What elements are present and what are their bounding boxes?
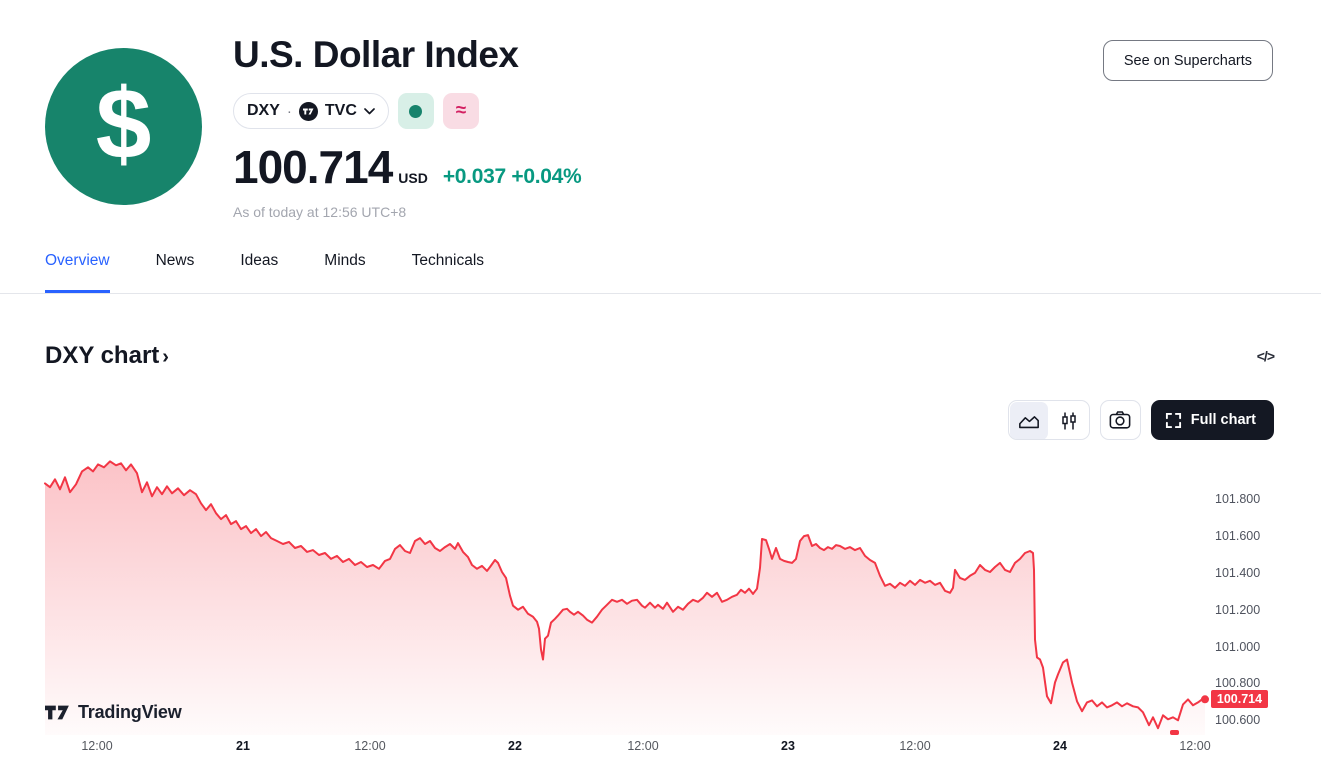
approx-values-badge[interactable]: ≈	[442, 93, 479, 129]
tradingview-mini-logo-icon	[298, 101, 318, 121]
tab-news[interactable]: News	[155, 252, 195, 269]
as-of-timestamp: As of today at 12:56 UTC+8	[233, 204, 407, 220]
separator-dot: ·	[286, 102, 292, 120]
x-axis-label: 12:00	[354, 739, 386, 753]
currency-label: USD	[398, 170, 428, 186]
chevron-right-icon: ›	[162, 345, 169, 368]
y-axis-label: 101.200	[1215, 602, 1261, 617]
y-axis-label: 101.600	[1215, 529, 1261, 544]
dollar-sign-glyph: $	[95, 67, 152, 180]
last-price: 100.714	[233, 141, 393, 193]
chart-controls: Full chart	[1007, 400, 1274, 440]
chevron-down-icon	[364, 107, 375, 115]
chart-section-header: DXY chart › </>	[45, 342, 1275, 370]
full-chart-button[interactable]: Full chart	[1150, 400, 1274, 440]
market-status-dot-icon	[409, 104, 423, 118]
current-time-tick	[1170, 730, 1179, 735]
x-axis-label: 22	[508, 739, 522, 753]
x-axis-label: 24	[1053, 739, 1067, 753]
x-axis-label: 12:00	[627, 739, 659, 753]
x-axis-label: 21	[236, 739, 250, 753]
tab-ideas[interactable]: Ideas	[240, 252, 279, 269]
watermark-brand-text: TradingView	[78, 702, 182, 722]
fullscreen-icon	[1165, 412, 1182, 429]
area-fill	[45, 461, 1205, 735]
tab-bar: Overview News Ideas Minds Technicals	[0, 252, 1321, 294]
area-chart-type-button[interactable]	[1009, 402, 1048, 439]
see-on-supercharts-button[interactable]: See on Supercharts	[1102, 40, 1273, 81]
price-change-pct: +0.04%	[511, 165, 582, 188]
tradingview-watermark[interactable]: TradingView	[45, 702, 182, 723]
section-title-text: DXY chart	[45, 342, 160, 369]
tradingview-logo-icon	[45, 705, 70, 720]
candles-chart-type-button[interactable]	[1050, 402, 1088, 439]
price-change-abs: +0.037	[442, 165, 506, 188]
chart-type-switcher	[1007, 400, 1090, 440]
price-change: +0.037 +0.04%	[443, 165, 582, 189]
area-chart-icon	[1018, 411, 1040, 431]
tab-overview[interactable]: Overview	[45, 252, 110, 293]
symbol-ticker: DXY	[247, 102, 280, 119]
y-axis-label: 100.600	[1215, 713, 1261, 728]
approx-icon: ≈	[455, 100, 467, 121]
price-row: 100.714 USD +0.037 +0.04%	[233, 141, 582, 194]
x-axis-label: 12:00	[899, 739, 931, 753]
tab-minds[interactable]: Minds	[324, 252, 366, 269]
tab-technicals[interactable]: Technicals	[411, 252, 485, 269]
market-open-badge[interactable]	[397, 93, 434, 129]
full-chart-label: Full chart	[1190, 412, 1256, 428]
price-axis[interactable]: 101.800 101.600 101.400 101.200 101.000 100.8…	[1215, 455, 1285, 735]
price-chart[interactable]: 101.800 101.600 101.400 101.200 101.000 100.8…	[0, 455, 1321, 755]
last-price-dot	[1201, 695, 1209, 704]
y-axis-label: 101.800	[1215, 492, 1261, 507]
y-axis-label: 101.400	[1215, 565, 1261, 580]
time-axis[interactable]: 12:00 21 12:00 22 12:00 23 12:00 24 12:00	[0, 739, 1321, 755]
x-axis-label: 12:00	[81, 739, 113, 753]
dxy-chart-link[interactable]: DXY chart ›	[45, 342, 169, 370]
y-axis-label: 100.800	[1215, 676, 1261, 691]
y-axis-label: 101.000	[1215, 639, 1261, 654]
symbol-row: DXY · TVC ≈	[233, 93, 479, 129]
exchange-name: TVC	[324, 102, 357, 119]
camera-icon	[1109, 410, 1131, 430]
price-line	[44, 460, 1206, 730]
symbol-logo: $	[45, 48, 202, 205]
last-price-axis-badge: 100.714	[1211, 690, 1268, 709]
price-chart-svg[interactable]	[44, 455, 1209, 735]
snapshot-button[interactable]	[1099, 400, 1141, 440]
x-axis-label: 23	[781, 739, 795, 753]
x-axis-label: 12:00	[1179, 739, 1211, 753]
page-title: U.S. Dollar Index	[233, 34, 519, 75]
candlestick-icon	[1059, 411, 1079, 431]
symbol-selector[interactable]: DXY · TVC	[233, 93, 389, 129]
embed-code-icon[interactable]: </>	[1256, 348, 1275, 364]
